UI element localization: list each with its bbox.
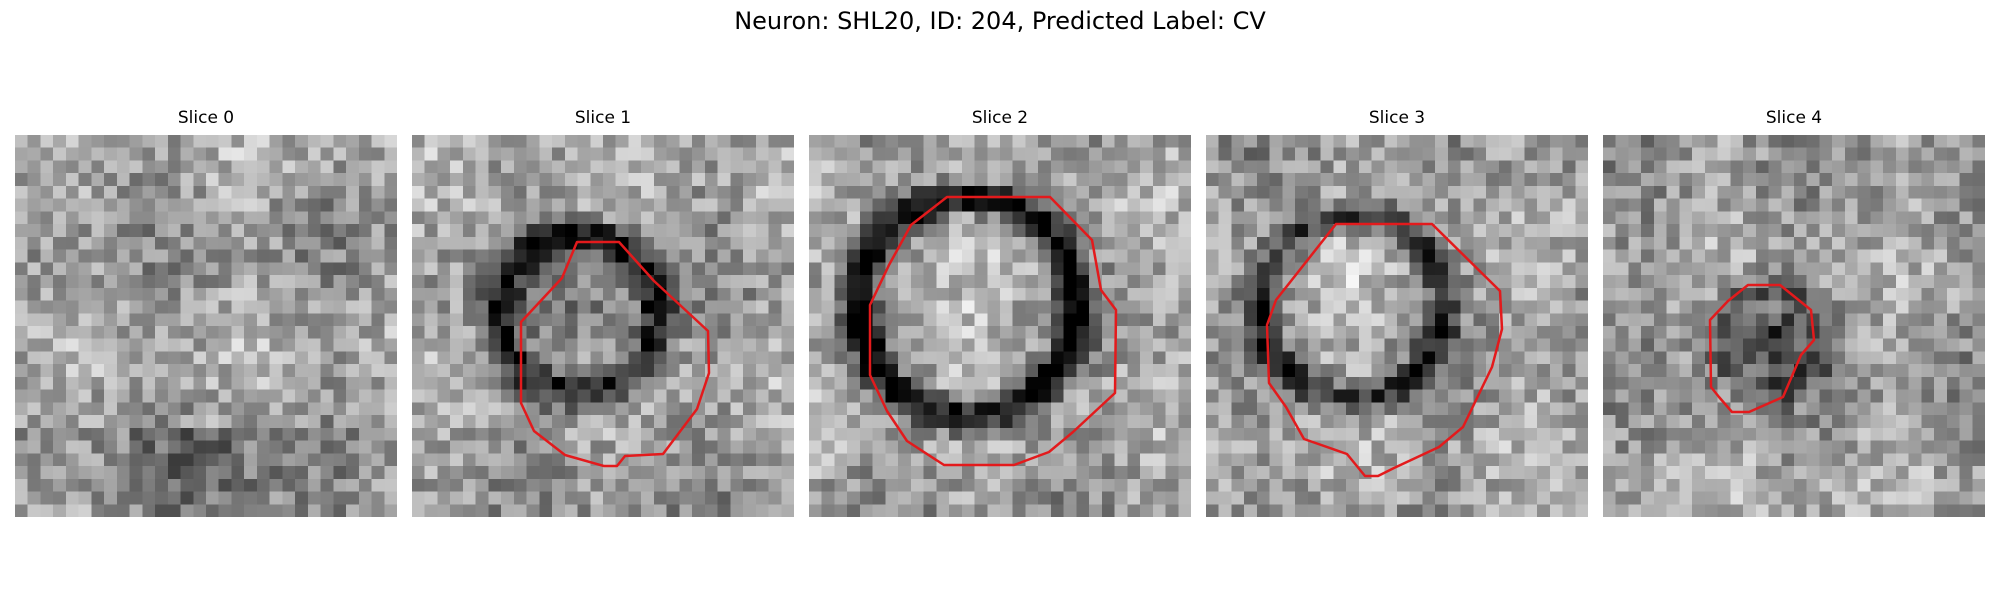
slice-title-2: Slice 2 xyxy=(971,108,1029,128)
slice-title-1: Slice 1 xyxy=(574,108,632,128)
slice-image-1 xyxy=(412,135,794,517)
slice-panel-2: Slice 2 xyxy=(809,108,1191,517)
roi-contour-2 xyxy=(868,195,1118,467)
roi-contour-4 xyxy=(1708,283,1816,414)
slice-panel-4: Slice 4 xyxy=(1603,108,1985,517)
slice-panel-1: Slice 1 xyxy=(412,108,794,517)
slice-title-3: Slice 3 xyxy=(1368,108,1426,128)
slice-image-3 xyxy=(1206,135,1588,517)
slice-title-0: Slice 0 xyxy=(177,108,235,128)
slice-image-2 xyxy=(809,135,1191,517)
slice-panel-3: Slice 3 xyxy=(1206,108,1588,517)
slice-image-0 xyxy=(15,135,397,517)
slice-panel-0: Slice 0 xyxy=(15,108,397,517)
roi-contour-1 xyxy=(519,240,711,468)
slice-title-4: Slice 4 xyxy=(1765,108,1823,128)
slice-image-4 xyxy=(1603,135,1985,517)
figure-title: Neuron: SHL20, ID: 204, Predicted Label:… xyxy=(734,7,1266,35)
roi-contour-3 xyxy=(1265,222,1504,478)
